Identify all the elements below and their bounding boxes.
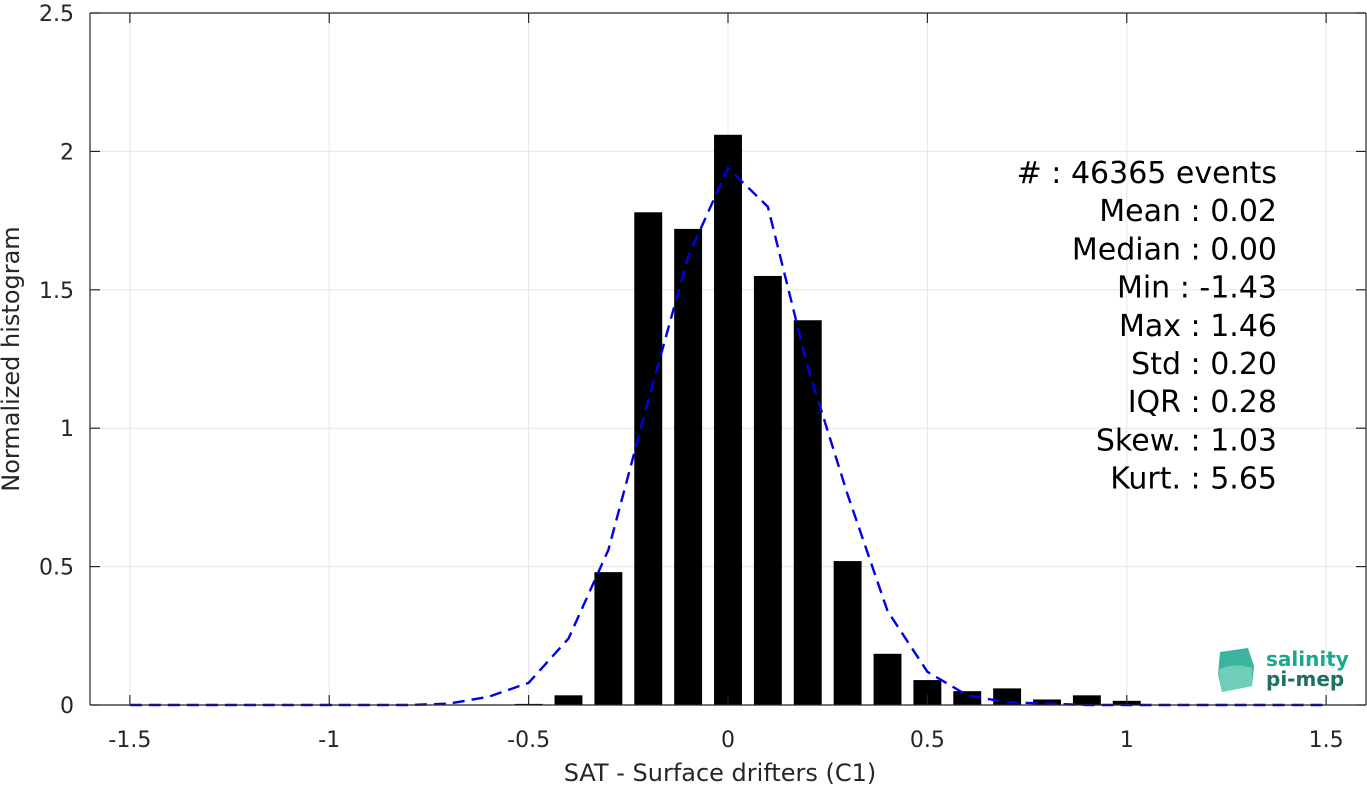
y-tick-label: 0: [60, 694, 74, 719]
logo-icon-layer: [1218, 665, 1252, 692]
y-tick-label: 2.5: [39, 2, 74, 27]
stat-line: IQR : 0.28: [1128, 385, 1277, 420]
x-tick-label: 0.5: [910, 728, 945, 753]
histogram-bar: [594, 572, 623, 705]
histogram-bar: [753, 275, 782, 705]
y-tick-label: 2: [60, 140, 74, 165]
stat-line: Skew. : 1.03: [1096, 423, 1277, 458]
logo-text-line2: pi-mep: [1266, 667, 1344, 691]
y-tick-label: 1.5: [39, 279, 74, 304]
histogram-bar: [953, 691, 982, 705]
histogram-bars: [474, 134, 1141, 706]
x-tick-label: -0.5: [507, 728, 550, 753]
histogram-bar: [793, 320, 822, 705]
logo: salinity pi-mep: [1218, 647, 1349, 692]
stat-line: Kurt. : 5.65: [1110, 462, 1277, 497]
histogram-bar: [674, 228, 703, 706]
logo-text-line1: salinity: [1266, 647, 1349, 671]
x-axis-ticks: -1.5 -1 -0.5 0 0.5 1 1.5: [108, 13, 1344, 753]
stat-line: Median : 0.00: [1072, 232, 1277, 267]
x-axis-label: SAT - Surface drifters (C1): [564, 759, 877, 785]
x-tick-label: -1: [318, 728, 340, 753]
y-tick-label: 1: [60, 417, 74, 442]
y-axis-ticks: 0 0.5 1 1.5 2 2.5: [39, 2, 1366, 719]
histogram-bar: [1072, 695, 1101, 705]
x-tick-label: 1: [1120, 728, 1134, 753]
histogram-bar: [833, 561, 862, 705]
histogram-bar: [554, 695, 583, 705]
histogram-bar: [634, 212, 663, 705]
stat-line: Std : 0.20: [1131, 347, 1277, 382]
histogram-bar: [993, 688, 1022, 705]
x-tick-label: 0: [721, 728, 735, 753]
histogram-bar: [873, 653, 902, 705]
stat-line: Min : -1.43: [1117, 271, 1277, 306]
stat-line: Mean : 0.02: [1099, 194, 1277, 229]
x-tick-label: 1.5: [1309, 728, 1344, 753]
y-tick-label: 0.5: [39, 556, 74, 581]
histogram-bar: [714, 134, 742, 706]
stat-line: Max : 1.46: [1119, 309, 1277, 344]
histogram-bar: [1033, 699, 1061, 705]
stat-line: # : 46365 events: [1017, 156, 1277, 191]
x-tick-label: -1.5: [108, 728, 151, 753]
y-axis-label: Normalized histogram: [0, 226, 25, 491]
